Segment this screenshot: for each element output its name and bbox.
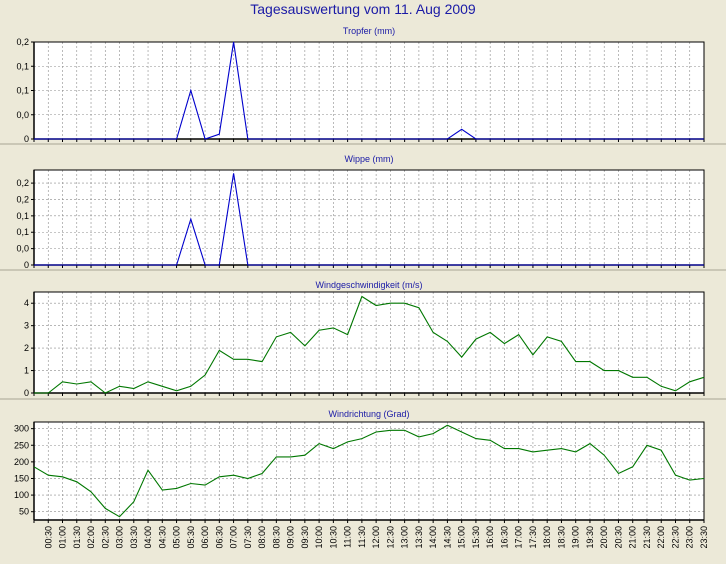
panel-1: Tropfer (mm) 0 0,0 0,1 0,1 0,2 [16,26,705,144]
x-tick-label: 18:30 [556,526,566,549]
x-tick-label: 22:30 [671,526,681,549]
x-tick-label: 17:30 [528,526,538,549]
x-tick-label: 11:00 [343,526,353,548]
y-tick-label: 0 [24,388,29,398]
x-tick-label: 20:30 [614,526,624,549]
y-tick-label: 0,2 [16,178,29,188]
y-tick-label: 250 [14,440,29,450]
plot-area [34,292,704,393]
y-tick-label: 0,2 [16,194,29,204]
x-tick-label: 12:00 [371,526,381,549]
x-tick-label: 09:00 [286,526,296,549]
x-tick-label: 10:00 [314,526,324,549]
x-tick-label: 02:30 [100,526,110,549]
panel-title: Wippe (mm) [345,154,394,164]
x-tick-label: 21:30 [642,526,652,549]
y-tick-label: 4 [24,298,29,308]
y-tick-label: 0,1 [16,86,29,96]
y-tick-label: 300 [14,424,29,434]
x-tick-label: 01:30 [72,526,82,549]
y-tick-label: 0,0 [16,110,29,120]
x-tick-label: 21:00 [628,526,638,549]
x-tick-label: 06:30 [214,526,224,549]
x-tick-label: 17:00 [514,526,524,549]
x-tick-label: 16:30 [499,526,509,549]
plot-area [34,170,704,265]
y-tick-label: 0 [24,134,29,144]
x-tick-label: 14:30 [442,526,452,549]
x-tick-label: 15:00 [457,526,467,549]
y-tick-label: 50 [19,507,29,517]
y-tick-label: 2 [24,343,29,353]
x-tick-label: 07:00 [229,526,239,549]
x-tick-label: 00:30 [43,526,53,549]
x-tick-label: 14:00 [428,526,438,549]
x-tick-label: 03:00 [115,526,125,549]
plot-area [34,422,704,520]
panel-4: Windrichtung (Grad) 50 100 150 200 250 300 [0,398,726,523]
chart-main-title: Tagesauswertung vom 11. Aug 2009 [250,1,476,17]
x-tick-label: 13:00 [400,526,410,549]
y-tick-label: 1 [24,366,29,376]
y-tick-label: 150 [14,473,29,483]
y-tick-label: 100 [14,490,29,500]
x-tick-label: 08:30 [271,526,281,549]
x-tick-label: 15:30 [471,526,481,549]
x-tick-label: 13:30 [414,526,424,549]
x-tick-label: 05:00 [172,526,182,549]
series-line [34,295,705,394]
y-tick-label: 0 [24,260,29,270]
x-tick-label: 23:30 [699,526,709,549]
x-tick-label: 16:00 [485,526,495,549]
y-tick-label: 0,2 [16,37,29,47]
series-line [34,41,704,140]
x-tick-label: 18:00 [542,526,552,549]
x-tick-label: 11:30 [357,526,367,548]
x-tick-label: 03:30 [129,526,139,549]
panel-title: Windgeschwindigkeit (m/s) [315,280,422,290]
y-tick-label: 0,1 [16,211,29,221]
y-tick-label: 0,1 [16,61,29,71]
x-tick-label: 19:30 [585,526,595,549]
plot-area [34,42,704,139]
x-tick-label: 12:30 [385,526,395,549]
panel-title: Tropfer (mm) [343,26,395,36]
x-tick-label: 22:00 [656,526,666,549]
x-tick-label: 08:00 [257,526,267,549]
x-tick-label: 07:30 [243,526,253,549]
x-tick-label: 10:30 [328,526,338,549]
x-tick-label: 01:00 [58,526,68,549]
x-tick-label: 02:00 [86,526,96,549]
x-tick-label: 06:00 [200,526,210,549]
x-tick-label: 09:30 [300,526,310,549]
panel-2: Wippe (mm) 0 0,0 0,1 0,1 0,2 0,2 [0,143,726,270]
y-tick-label: 200 [14,457,29,467]
x-tick-label: 23:00 [685,526,695,549]
y-tick-label: 0,1 [16,227,29,237]
y-tick-label: 3 [24,321,29,331]
x-tick-label: 19:00 [571,526,581,549]
x-tick-label: 04:00 [143,526,153,549]
series-line [33,424,705,518]
y-tick-label: 0,0 [16,244,29,254]
x-tick-label: 04:30 [157,526,167,549]
panel-3: Windgeschwindigkeit (m/s) 0 1 2 3 4 [0,269,726,398]
panel-title: Windrichtung (Grad) [328,409,409,419]
series-line [34,173,704,266]
x-tick-label: 05:30 [186,526,196,549]
x-tick-label: 20:00 [599,526,609,549]
